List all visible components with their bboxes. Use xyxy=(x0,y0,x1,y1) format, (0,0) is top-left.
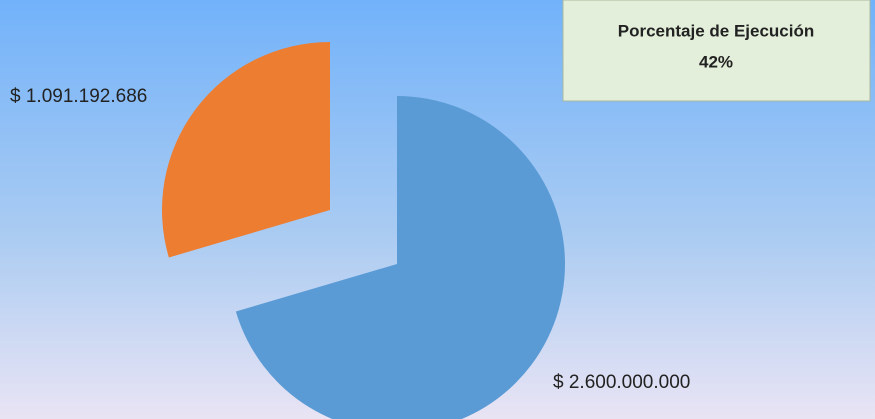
pie-slice xyxy=(235,96,565,419)
annotation-value: 42% xyxy=(699,52,733,71)
annotation-box xyxy=(562,0,871,102)
annotation-title: Porcentaje de Ejecución xyxy=(618,21,815,40)
data-label: $ 1.091.192.686 xyxy=(10,86,147,107)
data-label: $ 2.600.000.000 xyxy=(553,372,690,393)
pie-slice xyxy=(162,42,330,258)
